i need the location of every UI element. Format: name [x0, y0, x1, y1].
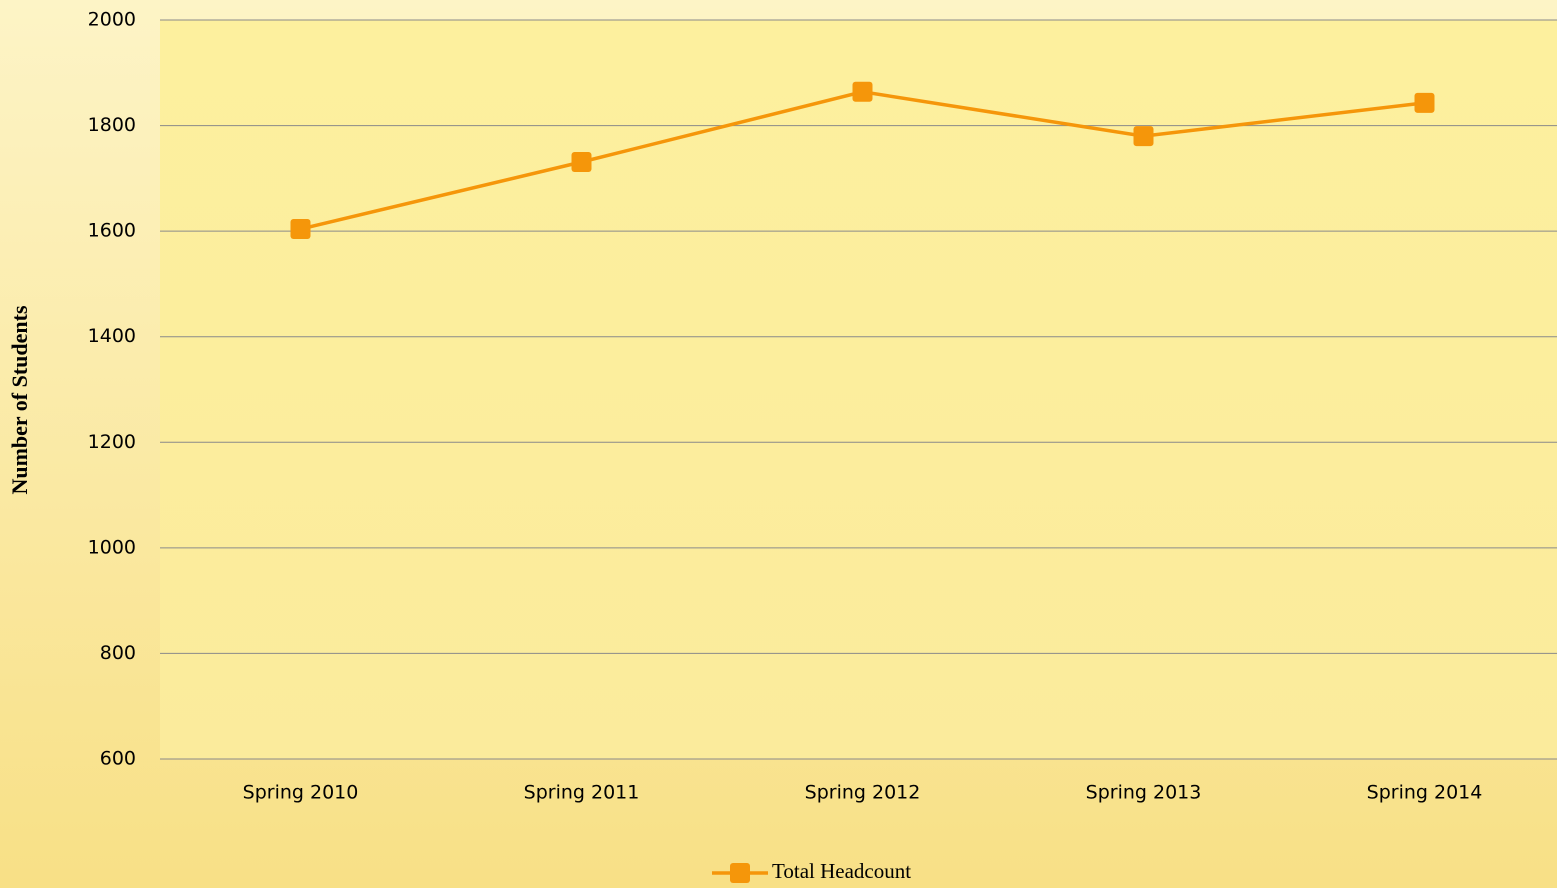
x-tick-label: Spring 2013 — [1086, 782, 1202, 804]
y-tick-label: 2000 — [88, 9, 136, 31]
y-tick-label: 600 — [100, 748, 136, 770]
y-tick-label: 1800 — [88, 114, 136, 136]
y-tick-label: 1400 — [88, 325, 136, 347]
y-tick-label: 1200 — [88, 431, 136, 453]
y-axis-label: Number of Students — [7, 305, 32, 495]
marker — [1133, 126, 1154, 147]
y-tick-label: 1600 — [88, 220, 136, 242]
y-tick-label: 1000 — [88, 536, 136, 558]
x-tick-label: Spring 2012 — [805, 782, 921, 804]
marker — [290, 219, 311, 240]
legend-marker — [730, 863, 750, 883]
marker — [571, 151, 592, 172]
x-tick-label: Spring 2010 — [243, 782, 359, 804]
x-tick-label: Spring 2014 — [1367, 782, 1483, 804]
y-tick-label: 800 — [100, 642, 136, 664]
plot-area — [160, 20, 1557, 759]
x-tick-label: Spring 2011 — [524, 782, 640, 804]
marker — [852, 81, 873, 102]
marker — [1414, 92, 1435, 113]
legend-label: Total Headcount — [772, 859, 911, 883]
